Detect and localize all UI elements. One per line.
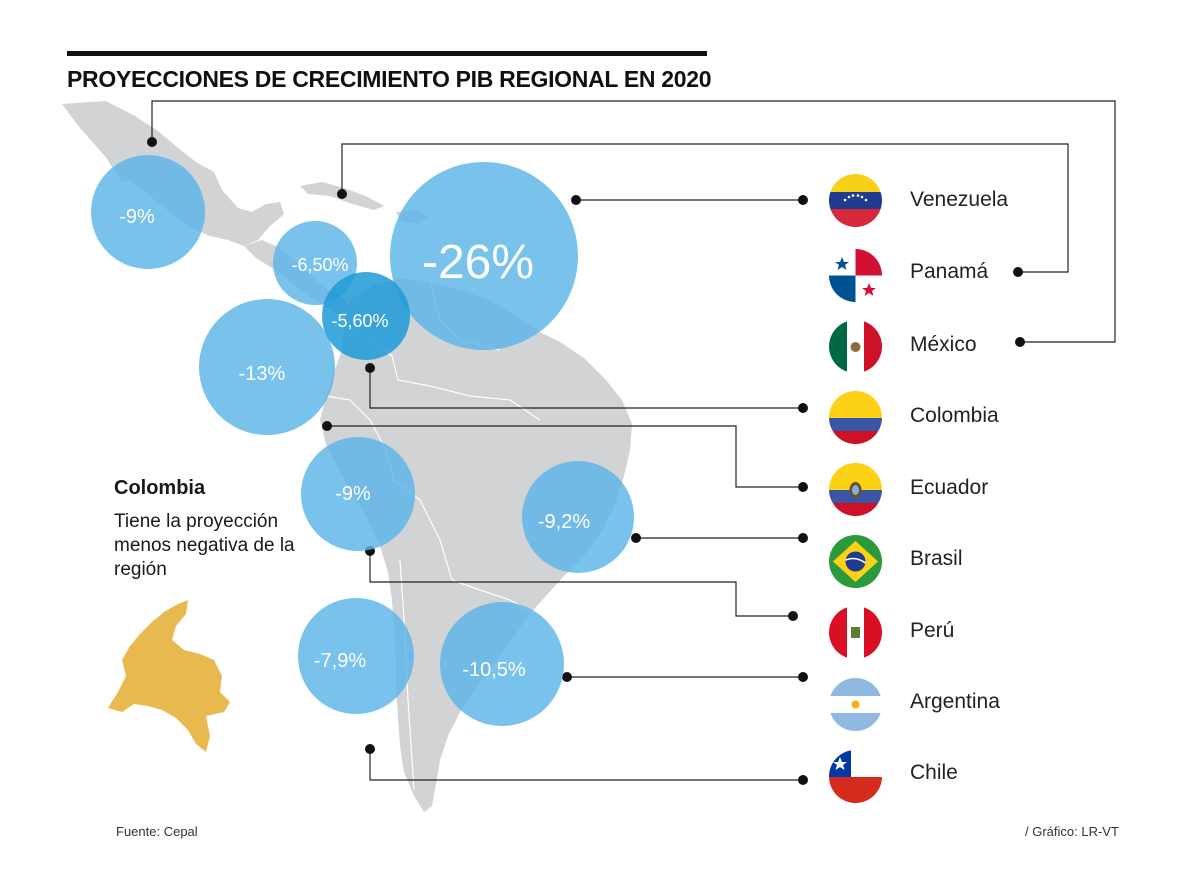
mexico-flag-icon [829, 320, 882, 373]
label-peru: Perú [910, 619, 955, 642]
argentina-flag-icon [829, 678, 882, 731]
label-panama: Panamá [910, 260, 989, 283]
chile-flag-icon [829, 750, 882, 803]
label-brazil: Brasil [910, 547, 963, 570]
value-chile: -7,9% [314, 650, 366, 672]
colombia-flag-icon [829, 391, 882, 444]
bubble-brazil [522, 461, 634, 573]
source-credit: Fuente: Cepal [116, 824, 198, 839]
value-argentina: -10,5% [462, 659, 526, 681]
page-title: PROYECCIONES DE CRECIMIENTO PIB REGIONAL… [67, 66, 712, 92]
bubbles [91, 155, 634, 726]
panama-flag-icon [829, 249, 882, 302]
bubble-argentina [440, 602, 564, 726]
value-brazil: -9,2% [538, 511, 590, 533]
value-venezuela: -26% [422, 236, 534, 289]
bubble-values: -26% -9% -6,50% -5,60% -13% -9% -9,2% -7… [119, 206, 590, 681]
bubble-chile [298, 598, 414, 714]
label-chile: Chile [910, 761, 958, 784]
label-colombia: Colombia [910, 404, 999, 427]
leader-lines [151, 100, 1116, 781]
label-venezuela: Venezuela [910, 188, 1009, 211]
note-body: Tiene la proyección menos negativa de la… [114, 511, 295, 580]
graphic-credit: / Gráfico: LR-VT [1025, 824, 1119, 839]
bubble-venezuela [390, 162, 578, 350]
venezuela-flag-icon [829, 174, 882, 227]
value-ecuador: -13% [239, 363, 286, 385]
label-ecuador: Ecuador [910, 476, 989, 499]
value-peru: -9% [335, 483, 371, 505]
brazil-flag-icon [829, 535, 882, 588]
note-title: Colombia [114, 477, 206, 499]
bubble-mexico [91, 155, 205, 269]
value-colombia: -5,60% [331, 311, 388, 331]
value-mexico: -9% [119, 206, 155, 228]
bubble-peru [301, 437, 415, 551]
peru-flag-icon [829, 606, 882, 659]
value-panama: -6,50% [291, 255, 348, 275]
label-argentina: Argentina [910, 690, 1000, 713]
bubble-ecuador [199, 299, 335, 435]
title-rule [67, 51, 707, 56]
bubble-colombia [322, 272, 410, 360]
ecuador-flag-icon [829, 463, 882, 516]
label-mexico: México [910, 333, 977, 356]
colombia-inset-map [108, 600, 230, 752]
